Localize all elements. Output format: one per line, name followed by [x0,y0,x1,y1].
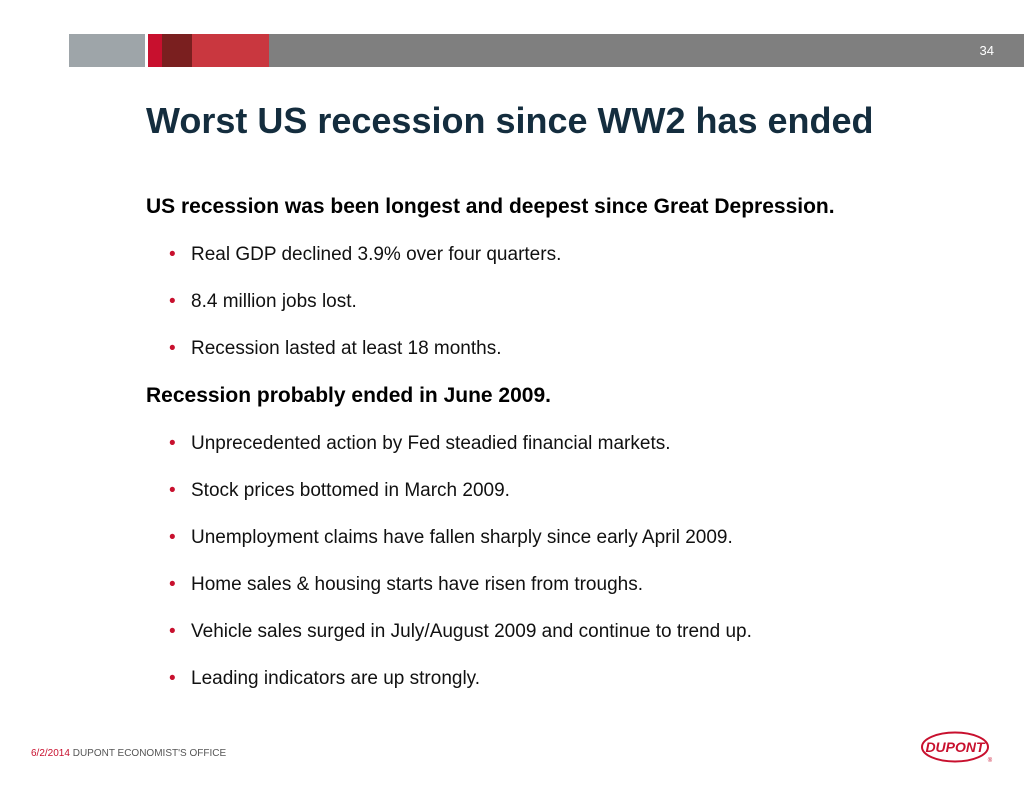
bullet-text: 8.4 million jobs lost. [191,291,357,312]
bullet-text: Unprecedented action by Fed steadied fin… [191,433,671,454]
footer-date: 6/2/2014 [31,748,70,759]
logo-wordmark: DUPONT [925,739,986,755]
bullet-icon: • [169,433,176,454]
header-bar-red-segment [148,34,162,67]
footer-office: DUPONT ECONOMIST'S OFFICE [69,748,227,759]
bullet-icon: • [169,574,176,595]
header-bar-divider [145,34,148,67]
list-item: • Recession lasted at least 18 months. [146,335,1016,362]
list-item: • Real GDP declined 3.9% over four quarte… [146,241,1016,268]
dupont-logo: DUPONT ® [921,731,993,764]
registered-mark: ® [988,757,993,764]
header-bar: 34 [69,34,1024,67]
bullet-text: Real GDP declined 3.9% over four quarter… [191,244,562,265]
page-number: 34 [979,43,994,58]
bullet-text: Leading indicators are up strongly. [191,668,481,689]
list-item: • Stock prices bottomed in March 2009. [146,477,1016,504]
bullet-text: Stock prices bottomed in March 2009. [191,480,510,501]
list-item: • 8.4 million jobs lost. [146,288,1016,315]
bullet-list: • Unprecedented action by Fed steadied fi… [146,430,1016,692]
bullet-text: Vehicle sales surged in July/August 2009… [191,621,752,642]
bullet-list: • Real GDP declined 3.9% over four quarte… [146,241,1016,362]
header-bar-dark-red-segment [162,34,192,67]
slide-content: US recession was been longest and deepes… [146,193,1016,692]
section-heading: Recession probably ended in June 2009. [146,384,551,407]
list-item: • Unprecedented action by Fed steadied fi… [146,430,1016,457]
footer: 6/2/2014 DUPONT ECONOMIST'S OFFICE [31,748,226,759]
list-item: • Home sales & housing starts have risen … [146,571,1016,598]
bullet-text: Recession lasted at least 18 months. [191,338,502,359]
list-item: • Vehicle sales surged in July/August 200… [146,618,1016,645]
list-item: • Leading indicators are up strongly. [146,665,1016,692]
bullet-icon: • [169,291,176,312]
bullet-icon: • [169,244,176,265]
header-bar-gray-segment [69,34,145,67]
header-bar-light-red-segment [192,34,269,67]
bullet-icon: • [169,527,176,548]
bullet-icon: • [169,338,176,359]
bullet-icon: • [169,621,176,642]
section-heading: US recession was been longest and deepes… [146,195,835,218]
bullet-text: Home sales & housing starts have risen f… [191,574,643,595]
bullet-text: Unemployment claims have fallen sharply … [191,527,733,548]
bullet-icon: • [169,480,176,501]
list-item: • Unemployment claims have fallen sharply… [146,524,1016,551]
bullet-icon: • [169,668,176,689]
slide-title: Worst US recession since WW2 has ended [146,100,874,141]
